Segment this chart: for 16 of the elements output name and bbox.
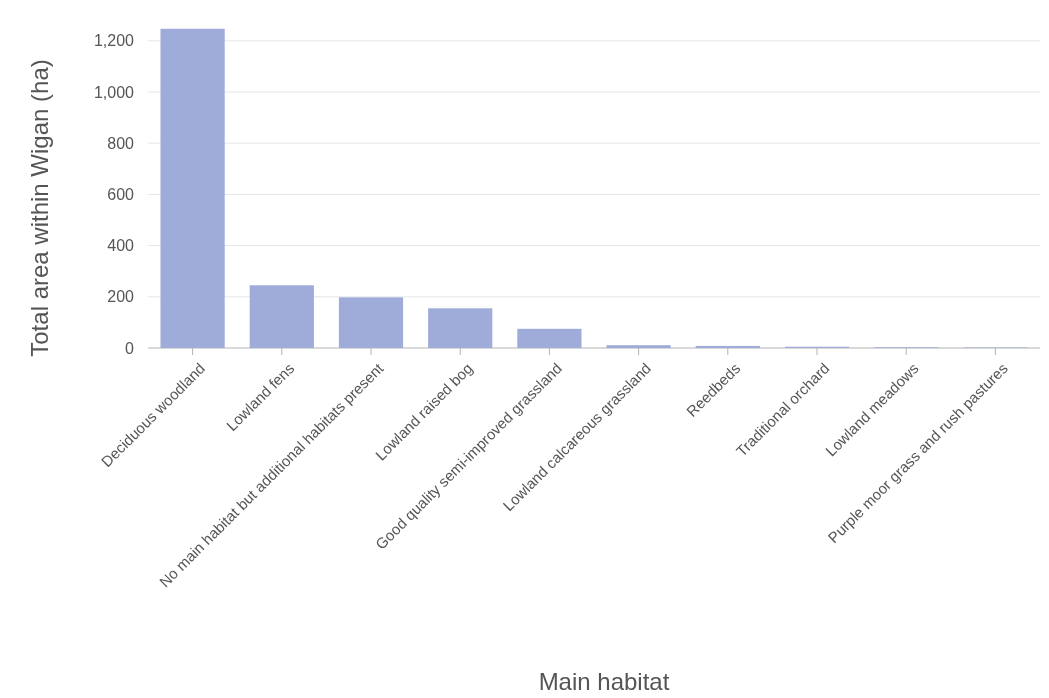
y-tick-label: 600 [107,186,135,203]
y-tick-label: 1,200 [93,32,135,50]
y-tick-label: 400 [107,237,135,255]
bar [160,28,225,348]
bar [517,328,582,348]
y-tick-label: 0 [125,339,135,357]
bar [249,285,314,348]
bar [428,308,493,348]
y-axis-title: Total area within Wigan (ha) [26,59,53,357]
x-axis-title: Main habitat [538,668,670,695]
y-tick-label: 800 [107,134,135,152]
bar [338,297,404,348]
y-tick-label: 200 [107,288,135,306]
y-tick-label: 1,000 [93,83,135,101]
bar [695,345,760,348]
bar [606,345,671,348]
